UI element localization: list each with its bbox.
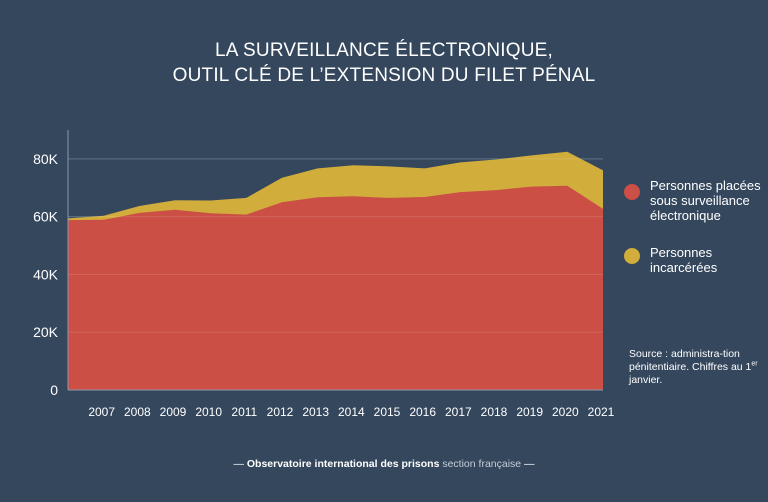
source-note: Source : administra-tion pénitentiaire. …	[629, 348, 764, 387]
title-line-1: LA SURVEILLANCE ÉLECTRONIQUE,	[214, 40, 554, 61]
source-text: Source : administra-tion pénitentiaire. …	[629, 348, 752, 373]
footer-section: section française	[439, 458, 522, 470]
title-line-2: OUTIL CLÉ DE L’EXTENSION DU FILET PÉNAL	[172, 65, 596, 86]
chart-areas	[68, 151, 603, 390]
axes	[67, 130, 603, 391]
x-tick-label: 2019	[516, 405, 543, 419]
legend-swatch-electronic	[624, 184, 640, 200]
x-tick-label: 2013	[302, 405, 329, 419]
x-tick-label: 2010	[195, 405, 222, 419]
x-tick-label: 2011	[231, 405, 257, 419]
legend-item-incarcerated: Personnes incarcérées	[622, 245, 762, 275]
x-tick-label: 2018	[481, 405, 508, 419]
x-tick-label: 2012	[267, 405, 294, 419]
y-tick-label: 20K	[33, 324, 59, 340]
source-tail: janvier.	[629, 374, 663, 386]
legend-swatch-incarcerated	[624, 248, 640, 264]
y-tick-label: 40K	[33, 266, 59, 282]
chart-title: LA SURVEILLANCE ÉLECTRONIQUE, OUTIL CLÉ …	[0, 38, 768, 88]
x-tick-label: 2020	[552, 405, 579, 419]
legend-label-incarcerated: Personnes incarcérées	[650, 245, 718, 275]
x-axis-ticks: 2007 2008 2009 2010 2011 2012 2013 2014 2015 2016…	[88, 405, 614, 419]
x-tick-label: 2009	[160, 405, 187, 419]
x-tick-label: 2007	[88, 405, 115, 419]
area-electronic	[68, 185, 603, 390]
footer-org: Observatoire international des prisons	[246, 458, 440, 470]
x-tick-label: 2021	[588, 405, 615, 419]
y-tick-label: 60K	[33, 209, 59, 225]
legend-label-electronic: Personnes placées sous surveillance élec…	[650, 178, 761, 223]
x-tick-label: 2008	[124, 405, 151, 419]
x-tick-label: 2014	[338, 405, 365, 419]
source-superscript: er	[751, 360, 758, 368]
y-axis-ticks: 0 20K 40K 60K 80K	[33, 151, 59, 398]
footer-credit: — Observatoire international des prisons…	[0, 458, 768, 470]
x-tick-label: 2017	[445, 405, 472, 419]
footer-dash-right: —	[521, 458, 535, 470]
legend-item-electronic: Personnes placées sous surveillance élec…	[622, 178, 762, 223]
y-tick-label: 0	[50, 382, 58, 398]
y-tick-label: 80K	[33, 151, 59, 167]
x-tick-label: 2016	[409, 405, 436, 419]
legend: Personnes placées sous surveillance élec…	[622, 178, 762, 275]
x-tick-label: 2015	[374, 405, 401, 419]
footer-dash-left: —	[233, 458, 247, 470]
